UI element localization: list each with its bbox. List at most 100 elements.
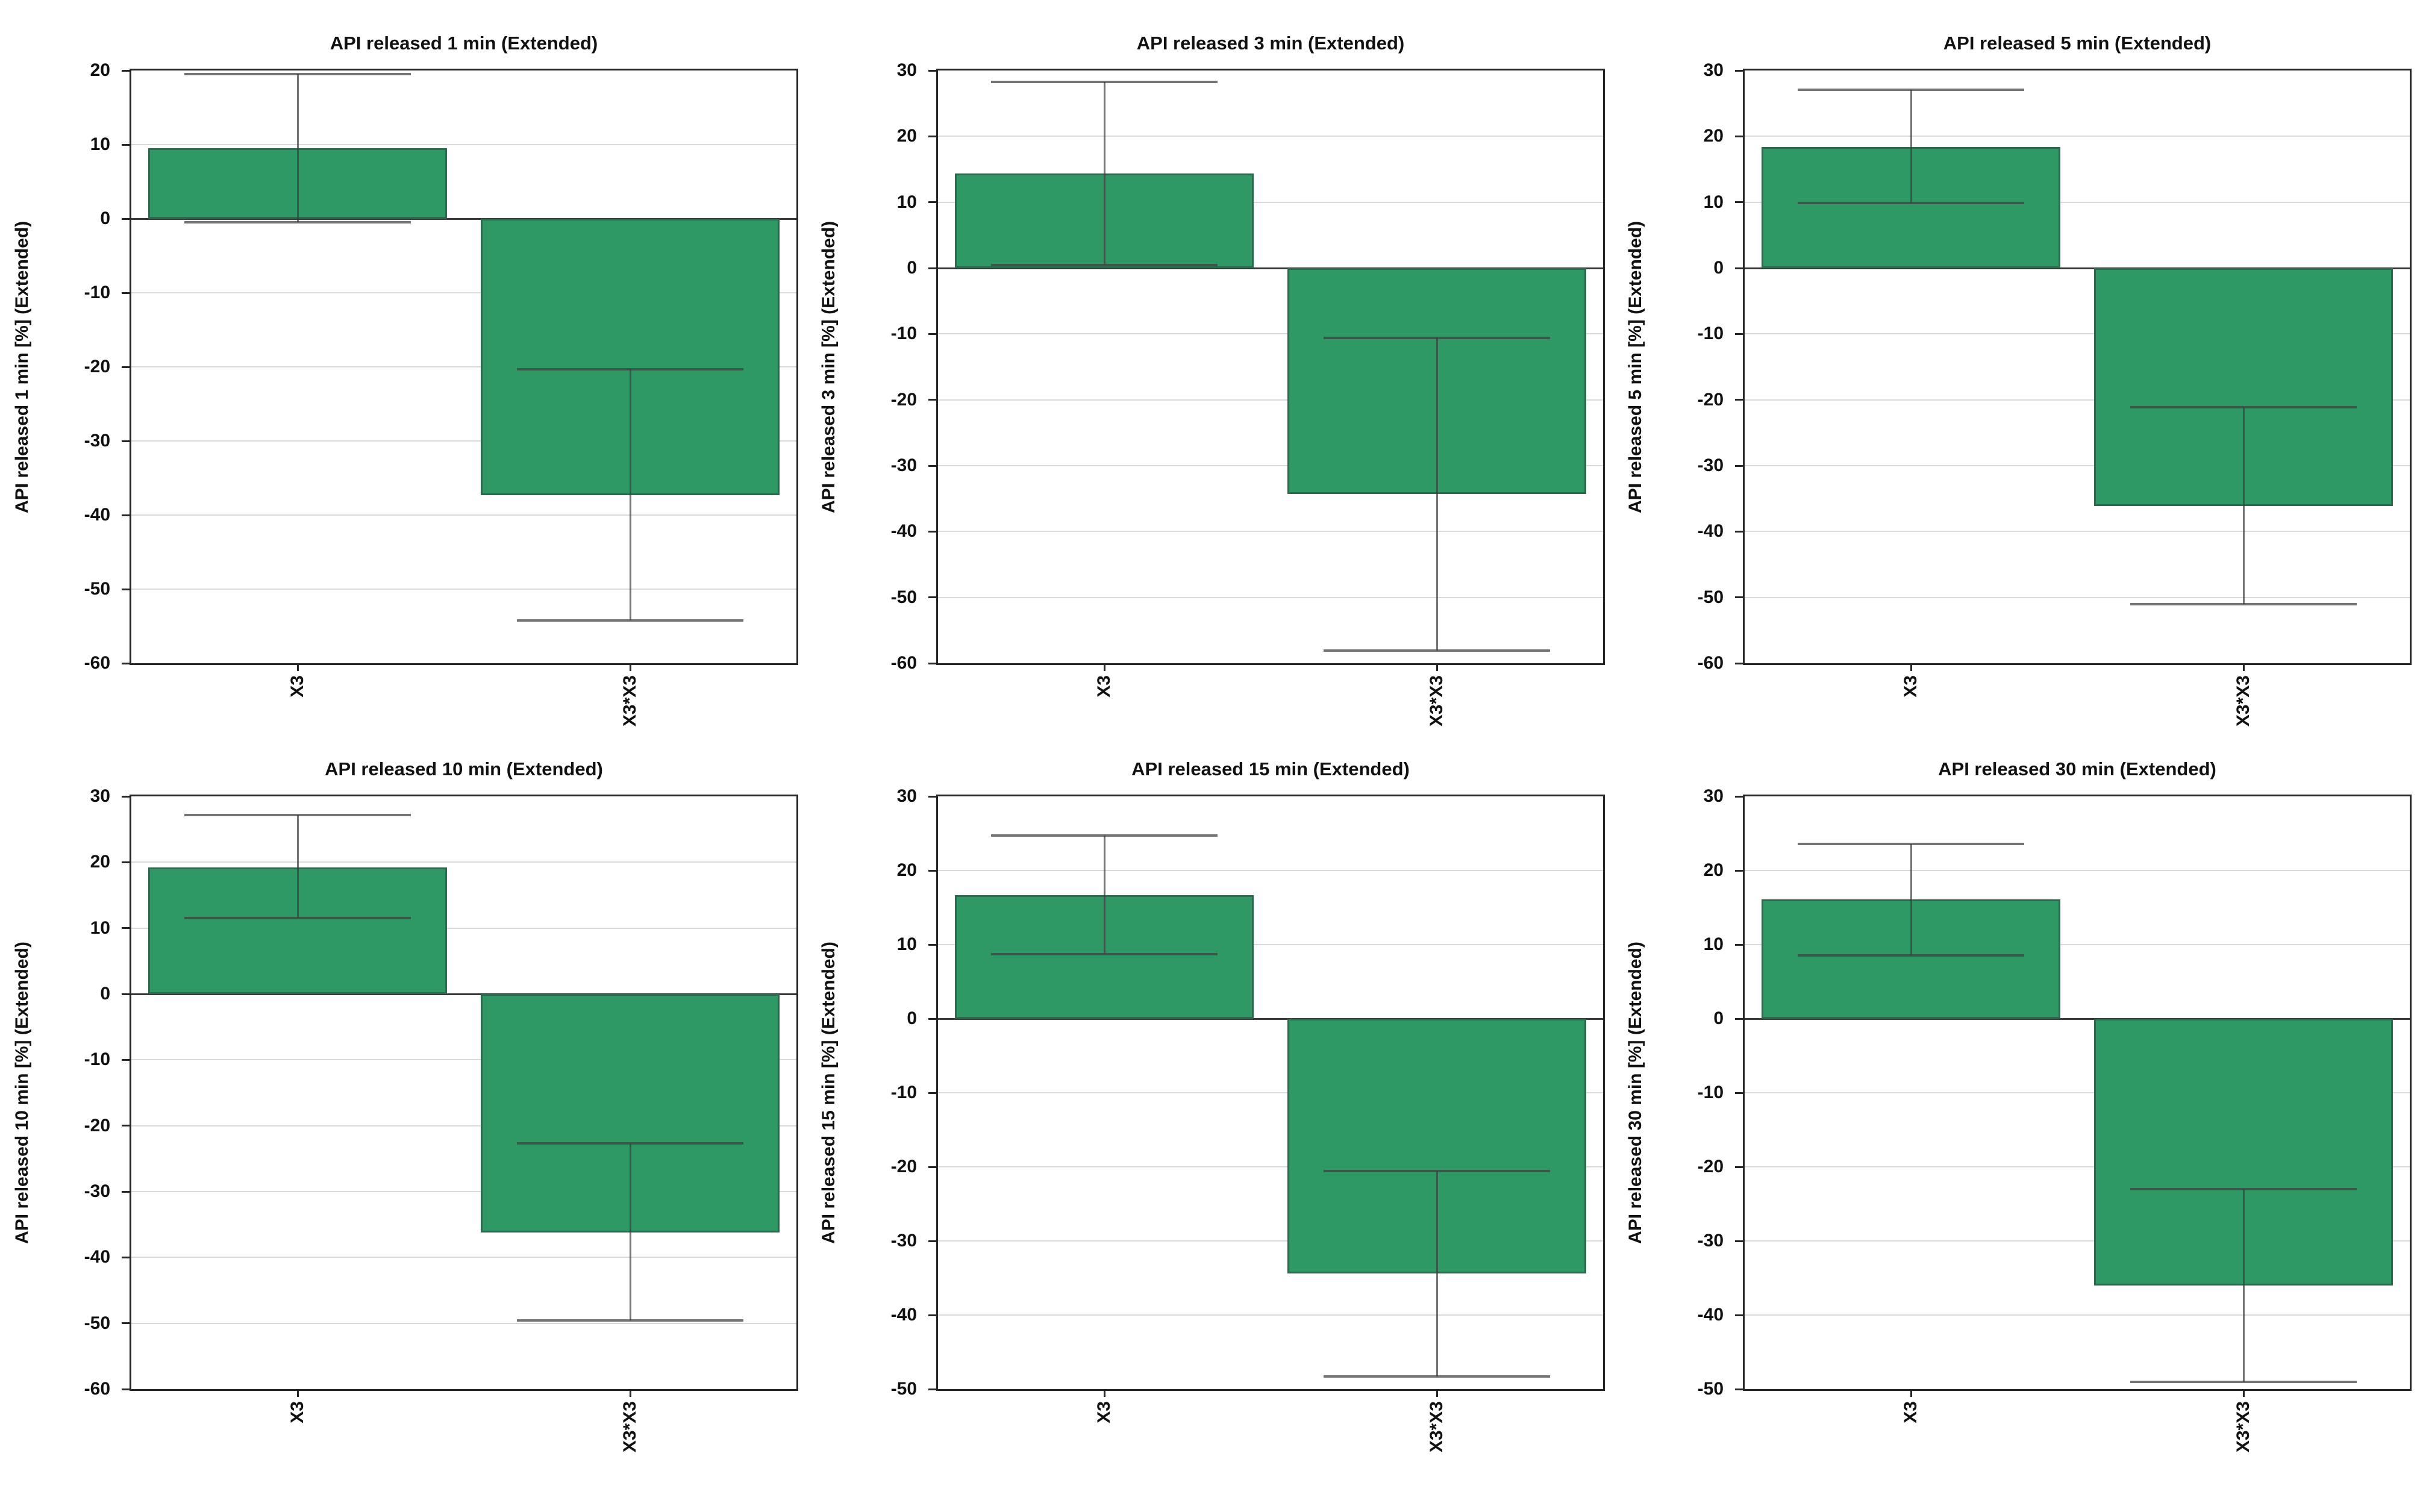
chart-title: API released 5 min (Extended) — [1943, 33, 2212, 54]
y-tick-mark — [1735, 1017, 1745, 1020]
y-tick-label: -30 — [890, 455, 917, 475]
chart-panel-10min: API released 10 min (Extended) API relea… — [0, 756, 807, 1512]
y-tick-label: -50 — [890, 1379, 917, 1399]
y-tick-label: -30 — [84, 1181, 110, 1201]
y-tick-mark — [928, 267, 938, 269]
error-bar-cap-bottom — [184, 221, 411, 224]
error-bar-cap-bottom — [1798, 201, 2024, 204]
y-tick-mark — [122, 514, 131, 516]
category-label: X3 — [287, 675, 307, 698]
y-tick-label: 10 — [90, 917, 110, 938]
y-tick-mark — [122, 366, 131, 368]
gridline — [938, 1166, 1603, 1167]
gridline — [131, 514, 796, 516]
y-tick-label: -10 — [84, 1049, 110, 1070]
y-tick-mark — [122, 217, 131, 220]
chart-panel-3min: API released 3 min (Extended) API releas… — [807, 0, 1613, 756]
y-tick-mark — [122, 861, 131, 863]
y-tick-label: -40 — [1697, 521, 1724, 542]
y-tick-label: -50 — [890, 587, 917, 607]
error-bar-cap-top — [1798, 842, 2024, 845]
chart-inner: API released 30 min (Extended) API relea… — [1613, 756, 2420, 1482]
y-tick-label: -20 — [1697, 389, 1724, 410]
y-tick-label: 0 — [907, 258, 917, 278]
x-tick-mark — [1103, 663, 1105, 671]
gridline — [131, 1322, 796, 1324]
y-tick-mark — [928, 662, 938, 664]
gridline — [131, 440, 796, 442]
y-axis-label: API released 30 min [%] (Extended) — [1625, 942, 1645, 1244]
category-label: X3*X3 — [1427, 1401, 1446, 1453]
y-tick-label: -10 — [890, 323, 917, 344]
y-tick-label: -60 — [84, 1379, 110, 1399]
x-tick-mark — [2242, 1389, 2245, 1397]
gridline — [938, 201, 1603, 203]
category-label: X3*X3 — [620, 675, 640, 727]
y-tick-label: -50 — [84, 1313, 110, 1333]
error-bar-cap-top — [2130, 1187, 2357, 1190]
y-tick-mark — [928, 1314, 938, 1316]
y-tick-label: 0 — [1713, 258, 1724, 278]
y-tick-label: 20 — [1703, 860, 1724, 880]
gridline — [1745, 201, 2410, 203]
category-label: X3*X3 — [620, 1401, 640, 1453]
error-bar-cap-bottom — [517, 1319, 743, 1322]
chart-title: API released 10 min (Extended) — [325, 758, 603, 779]
error-bar-cap-bottom — [1324, 649, 1550, 652]
y-tick-mark — [122, 795, 131, 798]
chart-title: API released 15 min (Extended) — [1131, 758, 1410, 779]
plot-area: 30 20 10 0 -10 -20 -30 -40 -50 -60 X3 X3*X3 — [84, 786, 798, 1452]
gridline — [938, 870, 1603, 871]
error-bar-cap-bottom — [1798, 954, 2024, 957]
zero-axis-line — [1745, 1017, 2410, 1020]
y-tick-mark — [1735, 596, 1745, 599]
y-tick-label: 0 — [100, 984, 110, 1004]
y-axis-label: API released 10 min [%] (Extended) — [12, 942, 32, 1244]
y-tick-mark — [928, 135, 938, 137]
y-tick-mark — [928, 69, 938, 72]
y-tick-label: 0 — [100, 208, 110, 228]
error-bar-cap-bottom — [2130, 1380, 2357, 1383]
y-tick-label: 0 — [907, 1008, 917, 1028]
category-label: X3*X3 — [2233, 1401, 2253, 1453]
gridline — [131, 1125, 796, 1126]
zero-axis-line — [938, 1017, 1603, 1020]
gridline — [1745, 1314, 2410, 1316]
y-tick-label: 10 — [896, 192, 917, 212]
error-bar-cap-top — [517, 1142, 743, 1145]
chart-title: API released 30 min (Extended) — [1938, 758, 2216, 779]
y-tick-mark — [928, 201, 938, 204]
y-tick-label: -10 — [1697, 1082, 1724, 1102]
gridline — [938, 333, 1603, 335]
y-tick-mark — [122, 1256, 131, 1258]
x-tick-mark — [629, 663, 631, 671]
error-bar-cap-top — [1324, 1170, 1550, 1173]
y-tick-mark — [122, 993, 131, 995]
y-tick-label: 20 — [896, 860, 917, 880]
y-tick-mark — [122, 1190, 131, 1193]
gridline — [1745, 1166, 2410, 1167]
y-tick-mark — [928, 464, 938, 467]
gridline — [1745, 1240, 2410, 1242]
y-tick-label: -10 — [1697, 323, 1724, 344]
chart-title: API released 3 min (Extended) — [1136, 33, 1405, 54]
gridline — [938, 1314, 1603, 1316]
plot-area: 30 20 10 0 -10 -20 -30 -40 -50 X3 X3*X3 — [891, 786, 1605, 1452]
category-label: X3 — [287, 1401, 307, 1423]
gridline — [131, 292, 796, 293]
gridline — [1745, 136, 2410, 137]
y-tick-mark — [1735, 1240, 1745, 1242]
y-tick-label: -40 — [890, 521, 917, 542]
y-tick-label: -40 — [84, 505, 110, 525]
error-bar-line — [1103, 81, 1105, 265]
y-tick-label: 30 — [1703, 786, 1724, 806]
chart-title: API released 1 min (Extended) — [330, 33, 598, 54]
y-tick-mark — [122, 1388, 131, 1390]
y-tick-label: 30 — [896, 786, 917, 806]
y-tick-label: 20 — [90, 60, 110, 80]
x-tick-mark — [1436, 663, 1438, 671]
y-tick-mark — [122, 143, 131, 146]
y-tick-label: -40 — [1697, 1305, 1724, 1325]
y-tick-label: 20 — [896, 126, 917, 146]
